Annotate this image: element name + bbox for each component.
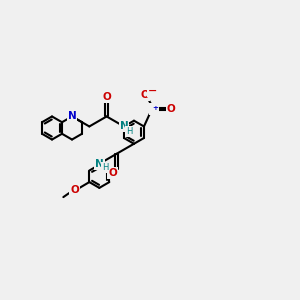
Text: O: O — [102, 92, 111, 103]
Text: O: O — [70, 185, 79, 195]
Text: O: O — [167, 104, 175, 114]
Text: N: N — [68, 112, 76, 122]
Text: N: N — [120, 122, 128, 131]
Text: H: H — [102, 163, 109, 172]
Text: O: O — [141, 90, 149, 100]
Text: O: O — [108, 168, 117, 178]
Text: N: N — [150, 104, 158, 114]
Text: N: N — [95, 159, 104, 169]
Text: −: − — [148, 86, 158, 96]
Text: H: H — [126, 127, 132, 136]
Text: +: + — [152, 105, 158, 111]
